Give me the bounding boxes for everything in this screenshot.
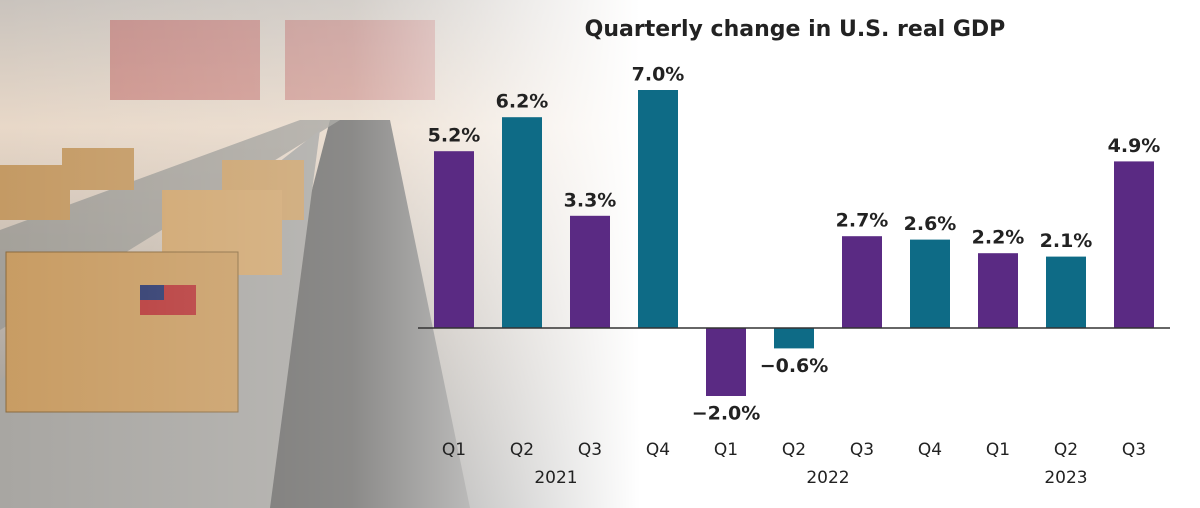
x-tick-label: Q1 <box>714 440 738 460</box>
value-label: 6.2% <box>496 91 549 113</box>
bar <box>1046 256 1086 328</box>
value-label: −2.0% <box>692 403 761 425</box>
bar <box>910 239 950 328</box>
value-label: 5.2% <box>428 125 481 147</box>
x-tick-label: Q3 <box>1122 440 1146 460</box>
bar <box>842 236 882 328</box>
value-label: 7.0% <box>632 64 685 86</box>
value-label: −0.6% <box>760 355 829 377</box>
bar <box>1114 161 1154 328</box>
value-label: 2.2% <box>972 227 1025 249</box>
bar <box>570 215 610 328</box>
x-tick-label: Q1 <box>442 440 466 460</box>
year-label: 2023 <box>1044 468 1087 488</box>
value-label: 2.1% <box>1040 230 1093 252</box>
x-tick-label: Q1 <box>986 440 1010 460</box>
value-label: 4.9% <box>1108 135 1161 157</box>
bar <box>638 90 678 328</box>
x-tick-label: Q3 <box>578 440 602 460</box>
background-photo <box>0 0 640 508</box>
x-tick-label: Q2 <box>1054 440 1078 460</box>
bar <box>706 328 746 396</box>
value-label: 2.6% <box>904 213 957 235</box>
chart-title: Quarterly change in U.S. real GDP <box>585 17 1006 42</box>
x-tick-label: Q4 <box>646 440 670 460</box>
value-label: 3.3% <box>564 189 617 211</box>
bar <box>774 328 814 349</box>
value-label: 2.7% <box>836 210 889 232</box>
year-label: 2022 <box>806 468 849 488</box>
x-tick-label: Q3 <box>850 440 874 460</box>
bar <box>978 253 1018 328</box>
bar <box>502 117 542 328</box>
year-label: 2021 <box>534 468 577 488</box>
x-tick-label: Q4 <box>918 440 942 460</box>
x-tick-label: Q2 <box>510 440 534 460</box>
x-tick-label: Q2 <box>782 440 806 460</box>
bar <box>434 151 474 328</box>
